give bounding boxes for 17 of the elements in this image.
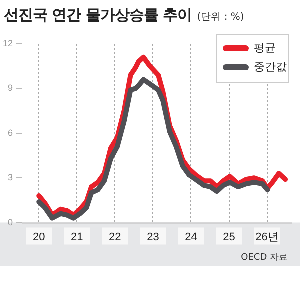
chart-subtitle: (단위 : %) — [197, 12, 244, 23]
y-tick-label: 0 — [8, 217, 14, 228]
y-tick-label: 6 — [8, 128, 14, 138]
x-tick-label: 23 — [147, 231, 160, 244]
x-tick-label: 20 — [33, 231, 46, 244]
x-tick-label: 26년 — [256, 231, 279, 244]
y-tick-label: 9 — [8, 83, 14, 94]
text: OECD 자료 — [241, 253, 288, 263]
legend-label: 중간값 — [254, 60, 287, 74]
chart-title: 선진국 연간 물가상승률 추이 — [4, 6, 192, 24]
legend-label: 평균 — [254, 41, 276, 54]
x-tick-label: 25 — [223, 231, 236, 244]
x-tick-label: 22 — [109, 231, 122, 244]
y-tick-label: 12 — [2, 38, 14, 48]
y-tick-label: 3 — [8, 172, 14, 183]
x-tick-label: 24 — [185, 231, 198, 244]
x-tick-label: 21 — [71, 231, 84, 244]
